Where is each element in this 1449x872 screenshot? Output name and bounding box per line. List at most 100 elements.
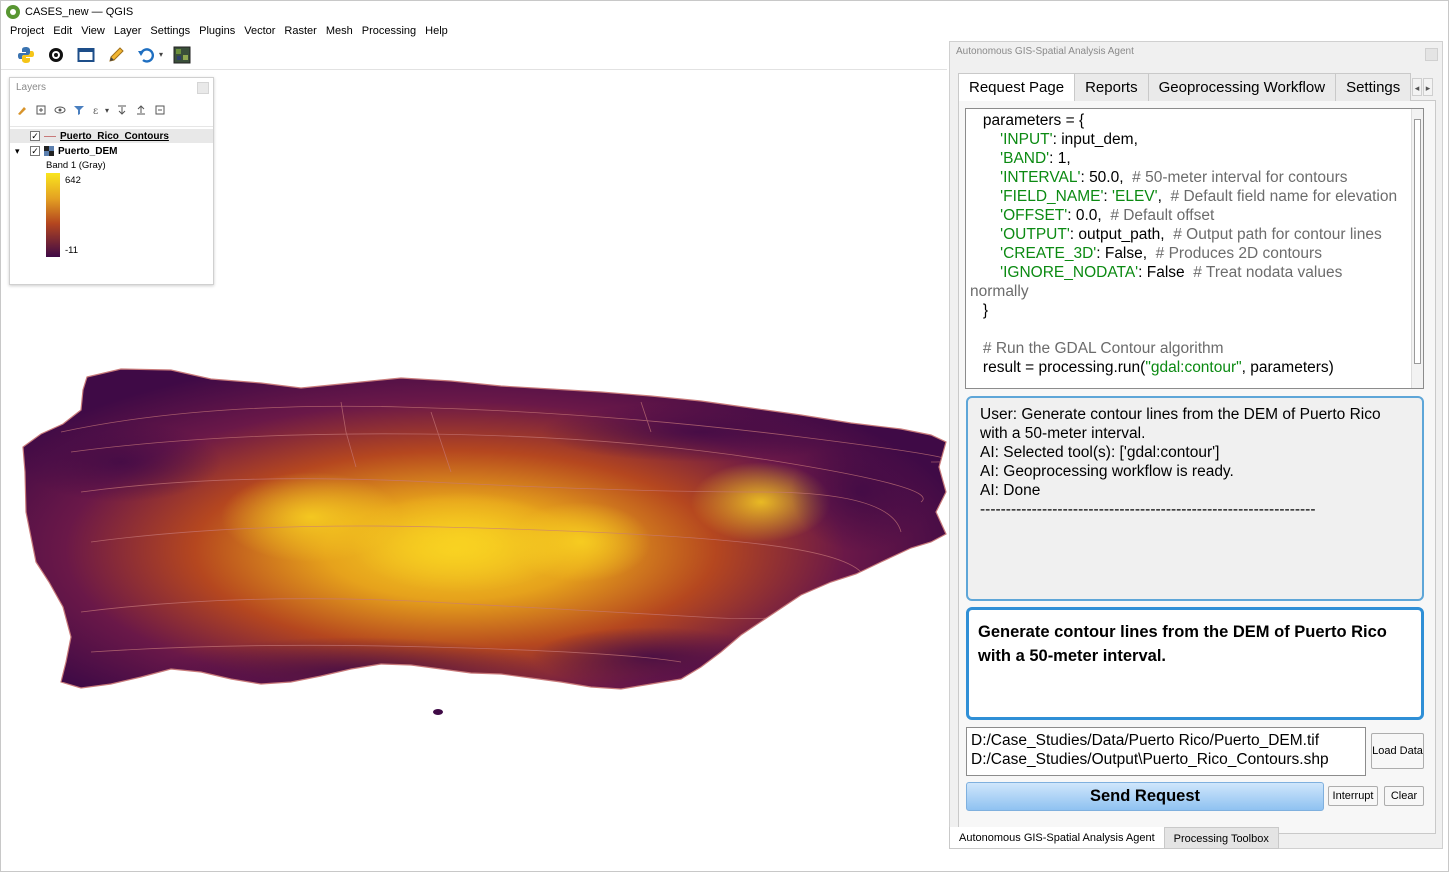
settings-plugin-icon[interactable] <box>45 44 67 66</box>
layer-row-dem[interactable]: ▾ ✓ Puerto_DEM <box>10 144 117 158</box>
tab-request-page[interactable]: Request Page <box>958 73 1076 101</box>
code-text <box>970 340 983 357</box>
map-window-icon[interactable] <box>75 44 97 66</box>
tab-settings[interactable]: Settings <box>1335 73 1412 101</box>
code-lines: parameters = { 'INPUT': input_dem, 'BAND… <box>970 111 1407 377</box>
code-line: 'INTERVAL': 50.0, # 50-meter interval fo… <box>970 168 1407 187</box>
code-text: , <box>1157 188 1171 205</box>
request-input[interactable]: Generate contour lines from the DEM of P… <box>966 607 1424 720</box>
code-string: 'OFFSET' <box>1000 207 1068 224</box>
code-line: parameters = { <box>970 111 1407 130</box>
layers-toolbar: ε ▾ <box>10 98 213 122</box>
code-scrollbar-thumb[interactable] <box>1414 119 1421 364</box>
log-line: AI: Geoprocessing workflow is ready. <box>980 463 1234 480</box>
layers-panel-title: Layers <box>10 78 213 98</box>
code-comment: # Run the GDAL Contour algorithm <box>982 340 1224 357</box>
code-line <box>970 320 1407 339</box>
code-comment: # Default field name for elevation <box>1170 188 1398 205</box>
code-comment: # Output path for contour lines <box>1173 226 1382 243</box>
send-request-button[interactable]: Send Request <box>966 782 1324 811</box>
python-icon[interactable] <box>15 44 37 66</box>
map-canvas[interactable] <box>1 72 947 868</box>
code-text: : 50.0, <box>1080 169 1133 186</box>
eye-icon[interactable] <box>54 104 66 116</box>
filter-dropdown-icon[interactable]: ▾ <box>105 105 110 115</box>
interrupt-button[interactable]: Interrupt <box>1328 786 1378 806</box>
window-title: CASES_new — QGIS <box>25 5 134 18</box>
code-string: 'INPUT' <box>1000 131 1053 148</box>
expand-all-icon[interactable] <box>116 104 128 116</box>
expression-filter-icon[interactable]: ε <box>92 104 104 116</box>
code-line: } <box>970 301 1407 320</box>
undo-dropdown-icon[interactable]: ▾ <box>159 50 164 59</box>
code-text <box>970 245 1000 262</box>
expand-arrow-icon[interactable]: ▾ <box>15 145 20 156</box>
menu-vector[interactable]: Vector <box>244 24 276 37</box>
load-data-button[interactable]: Load Data <box>1371 733 1424 769</box>
menu-help[interactable]: Help <box>425 24 448 37</box>
layer-name-dem: Puerto_DEM <box>58 145 118 157</box>
code-line: 'FIELD_NAME': 'ELEV', # Default field na… <box>970 187 1407 206</box>
log-line: AI: Done <box>980 482 1041 499</box>
menu-layer[interactable]: Layer <box>113 24 142 37</box>
tab-scroll-right-icon[interactable]: ▸ <box>1423 78 1433 96</box>
data-path-line: D:/Case_Studies/Data/Puerto Rico/Puerto_… <box>971 732 1320 749</box>
code-line: 'OFFSET': 0.0, # Default offset <box>970 206 1407 225</box>
undo-icon[interactable] <box>135 44 157 66</box>
dem-color-ramp <box>46 173 60 257</box>
menu-project[interactable]: Project <box>10 24 45 37</box>
add-group-icon[interactable] <box>35 104 47 116</box>
menu-raster[interactable]: Raster <box>284 24 317 37</box>
data-paths-field[interactable]: D:/Case_Studies/Data/Puerto Rico/Puerto_… <box>966 727 1366 776</box>
code-line: 'CREATE_3D': False, # Produces 2D contou… <box>970 244 1407 263</box>
dock-close-icon[interactable] <box>1425 48 1438 61</box>
code-line: 'OUTPUT': output_path, # Output path for… <box>970 225 1407 244</box>
layer-contours-checkbox[interactable]: ✓ <box>30 131 40 141</box>
code-line: # Run the GDAL Contour algorithm <box>970 339 1407 358</box>
code-text: : input_dem, <box>1052 131 1138 148</box>
code-comment: normally <box>970 283 1029 300</box>
menu-settings[interactable]: Settings <box>150 24 191 37</box>
code-text <box>970 188 1000 205</box>
code-text: : False <box>1138 264 1194 281</box>
layer-dem-checkbox[interactable]: ✓ <box>30 146 40 156</box>
code-text: : 1, <box>1049 150 1071 167</box>
data-path-line: D:/Case_Studies/Output\Puerto_Rico_Conto… <box>971 751 1329 768</box>
agent-tabs: Request Page Reports Geoprocessing Workf… <box>958 73 1412 101</box>
remove-layer-icon[interactable] <box>154 104 166 116</box>
conversation-log[interactable]: User: Generate contour lines from the DE… <box>966 396 1424 601</box>
code-line: 'IGNORE_NODATA': False # Treat nodata va… <box>970 263 1407 282</box>
code-text <box>970 150 1000 167</box>
tab-geoprocessing-workflow[interactable]: Geoprocessing Workflow <box>1147 73 1337 101</box>
tab-reports[interactable]: Reports <box>1074 73 1149 101</box>
menu-mesh[interactable]: Mesh <box>325 24 353 37</box>
svg-text:ε: ε <box>93 106 98 116</box>
menu-plugins[interactable]: Plugins <box>199 24 236 37</box>
filter-icon[interactable] <box>73 104 85 116</box>
clear-button[interactable]: Clear <box>1384 786 1424 806</box>
code-string: 'FIELD_NAME' <box>1000 188 1104 205</box>
menu-processing[interactable]: Processing <box>361 24 417 37</box>
code-text: } <box>970 302 989 319</box>
dock-tab-processing-toolbox[interactable]: Processing Toolbox <box>1163 827 1279 849</box>
layer-row-contours[interactable]: ✓ Puerto_Rico_Contours <box>10 129 213 143</box>
collapse-all-icon[interactable] <box>135 104 147 116</box>
code-string: 'INTERVAL' <box>1000 169 1081 186</box>
code-comment: # Default offset <box>1110 207 1215 224</box>
dem-raster-map[interactable] <box>1 72 947 868</box>
generated-code-view[interactable]: parameters = { 'INPUT': input_dem, 'BAND… <box>965 108 1424 389</box>
pencil-icon[interactable] <box>105 44 127 66</box>
code-text <box>970 264 1000 281</box>
code-line: 'BAND': 1, <box>970 149 1407 168</box>
dock-tab-agent[interactable]: Autonomous GIS-Spatial Analysis Agent <box>949 827 1165 849</box>
tab-scroll-left-icon[interactable]: ◂ <box>1412 78 1422 96</box>
menu-view[interactable]: View <box>81 24 105 37</box>
code-scrollbar[interactable] <box>1411 109 1423 388</box>
layers-title-text: Layers <box>16 82 47 93</box>
menu-edit[interactable]: Edit <box>53 24 73 37</box>
style-brush-icon[interactable] <box>16 104 28 116</box>
log-line: AI: Selected tool(s): ['gdal:contour'] <box>980 444 1220 461</box>
raster-icon[interactable] <box>171 44 193 66</box>
panel-close-icon[interactable] <box>197 82 209 94</box>
code-string: 'OUTPUT' <box>1000 226 1070 243</box>
